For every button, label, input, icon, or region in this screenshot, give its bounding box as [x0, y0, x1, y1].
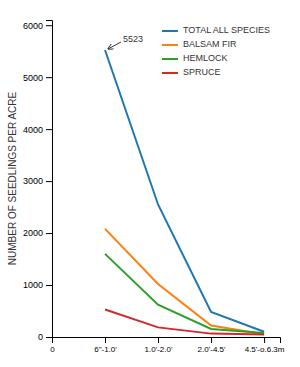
tick-label: 0 [38, 332, 43, 342]
tick-label: 3000 [23, 176, 43, 186]
tick-mark [46, 337, 52, 338]
tick-mark [264, 337, 265, 343]
y-axis: 0 1000 2000 3000 4000 5000 6000 [23, 21, 53, 343]
legend-swatch [162, 58, 178, 60]
legend: TOTAL ALL SPECIES BALSAM FIR HEMLOCK SPRUCE [162, 25, 270, 77]
series-line [105, 229, 264, 334]
tick-label: 5000 [23, 73, 43, 83]
tick-mark [46, 77, 52, 78]
tick: 6"-1.0' [94, 337, 117, 354]
tick: 1000 [23, 280, 52, 290]
x-axis-line [53, 338, 281, 344]
tick-label: 0 [50, 345, 55, 354]
annotation: 5523 [123, 34, 143, 44]
plot: 0 6"-1.0' 1.0'-2.0' 2.0'-4.5' 4.5'-o.6.3m 0 10… [23, 21, 285, 354]
legend-item: TOTAL ALL SPECIES [162, 25, 270, 35]
tick-mark [46, 129, 52, 130]
legend-label: HEMLOCK [183, 53, 228, 63]
tick: 0 [50, 337, 55, 354]
tick-label: 2.0'-4.5' [198, 345, 226, 354]
legend-item: HEMLOCK [162, 53, 228, 63]
y-axis-title: NUMBER OF SEEDLINGS PER ACRE [7, 91, 18, 265]
annotation-arrow [108, 42, 121, 49]
tick: 2000 [23, 228, 52, 238]
tick-label: 2000 [23, 228, 43, 238]
tick-mark [46, 233, 52, 234]
tick-mark [158, 337, 159, 343]
tick: 0 [38, 332, 52, 342]
chart: 0 6"-1.0' 1.0'-2.0' 2.0'-4.5' 4.5'-o.6.3m 0 10… [0, 0, 300, 367]
legend-item: BALSAM FIR [162, 39, 237, 49]
series-group [105, 50, 264, 334]
tick-mark [46, 285, 52, 286]
legend-swatch [162, 44, 178, 46]
tick-mark [211, 337, 212, 343]
tick-mark [105, 337, 106, 343]
tick: 6000 [23, 21, 52, 31]
tick: 1.0'-2.0' [145, 337, 173, 354]
series-line [105, 309, 264, 334]
tick: 4000 [23, 125, 52, 135]
tick-mark [46, 181, 52, 182]
tick-label: 4.5'-o.6.3m [245, 345, 285, 354]
legend-label: TOTAL ALL SPECIES [183, 25, 270, 35]
series-line [105, 254, 264, 333]
tick: 3000 [23, 176, 52, 186]
tick: 2.0'-4.5' [198, 337, 226, 354]
tick-label: 6000 [23, 21, 43, 31]
x-axis: 0 6"-1.0' 1.0'-2.0' 2.0'-4.5' 4.5'-o.6.3m [50, 337, 285, 354]
tick-label: 1.0'-2.0' [145, 345, 173, 354]
tick-label: 1000 [23, 280, 43, 290]
tick: 4.5'-o.6.3m [245, 337, 285, 354]
tick-label: 6"-1.0' [94, 345, 117, 354]
tick: 5000 [23, 73, 52, 83]
series-line [105, 50, 264, 332]
tick-mark [46, 25, 52, 26]
y-axis-line [46, 21, 53, 338]
tick-label: 4000 [23, 125, 43, 135]
legend-label: SPRUCE [183, 67, 221, 77]
legend-label: BALSAM FIR [183, 39, 237, 49]
legend-swatch [162, 30, 178, 32]
legend-swatch [162, 72, 178, 74]
legend-item: SPRUCE [162, 67, 221, 77]
